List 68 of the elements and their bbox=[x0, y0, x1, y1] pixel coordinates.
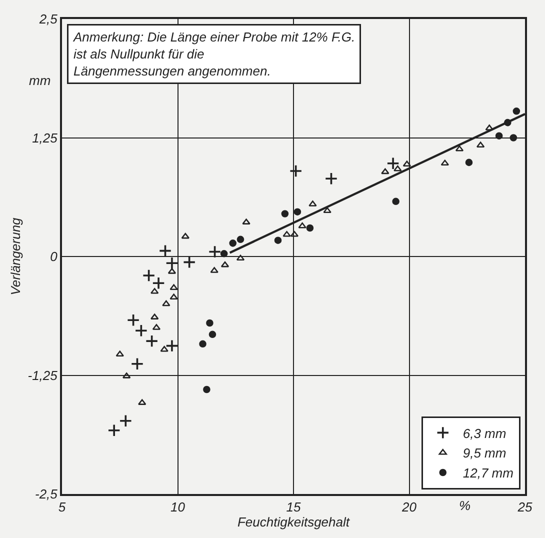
point bbox=[158, 244, 172, 258]
point bbox=[210, 267, 218, 273]
point bbox=[236, 254, 245, 261]
y-tick-label: -2,5 bbox=[34, 486, 58, 502]
point bbox=[510, 134, 518, 142]
point bbox=[108, 424, 121, 437]
annotation: Anmerkung: Die Länge einer Probe mit 12% F.G. ist als Nullpunkt für die Längenmessungen angenommen. bbox=[72, 30, 356, 78]
point bbox=[274, 236, 282, 244]
point bbox=[181, 232, 190, 239]
x-tick-label: 5 bbox=[58, 500, 66, 515]
point bbox=[152, 276, 166, 290]
y-tick-label: 2,5 bbox=[38, 12, 58, 27]
point bbox=[208, 330, 216, 338]
point bbox=[160, 346, 168, 352]
point bbox=[208, 245, 222, 258]
x-axis-title: Feuchtigkeitsgehalt bbox=[237, 514, 351, 530]
y-axis-title: Verlängerung bbox=[8, 216, 24, 296]
x-tick-label: 20 bbox=[401, 500, 418, 515]
text: % bbox=[459, 498, 471, 513]
y-tick-label: 0 bbox=[50, 249, 58, 264]
point bbox=[394, 165, 402, 172]
point bbox=[512, 108, 520, 115]
legend-label: 6,3 mm bbox=[462, 426, 506, 441]
point bbox=[308, 200, 317, 206]
point bbox=[170, 294, 178, 300]
point bbox=[282, 231, 291, 237]
point bbox=[220, 261, 230, 268]
point bbox=[298, 222, 306, 228]
x-tick-label: 25 bbox=[516, 500, 533, 515]
point bbox=[203, 386, 210, 394]
point bbox=[465, 158, 473, 166]
point bbox=[485, 124, 494, 130]
point bbox=[294, 208, 302, 216]
y-tick-label: -1,25 bbox=[28, 368, 58, 383]
point bbox=[134, 324, 148, 338]
point bbox=[381, 168, 390, 174]
legend-label: 9,5 mm bbox=[462, 446, 506, 461]
point bbox=[324, 172, 338, 186]
point bbox=[126, 314, 140, 327]
y-tick-label: 1,25 bbox=[32, 130, 58, 146]
point bbox=[392, 198, 400, 206]
point bbox=[306, 224, 314, 232]
point bbox=[495, 132, 503, 140]
point bbox=[236, 236, 244, 244]
point bbox=[130, 357, 144, 370]
text: mm bbox=[29, 73, 51, 88]
point bbox=[220, 250, 228, 258]
point bbox=[242, 218, 250, 224]
point bbox=[440, 160, 450, 166]
point bbox=[281, 210, 289, 218]
point bbox=[182, 256, 196, 269]
point bbox=[170, 284, 178, 290]
point bbox=[162, 300, 170, 306]
point bbox=[229, 240, 236, 247]
point bbox=[165, 256, 178, 270]
legend-label: 12,7 mm bbox=[462, 466, 514, 481]
x-tick-label: 10 bbox=[170, 500, 186, 515]
point bbox=[323, 207, 332, 214]
point bbox=[116, 350, 124, 356]
point bbox=[386, 156, 400, 170]
point bbox=[206, 319, 214, 327]
point bbox=[119, 414, 132, 428]
point bbox=[165, 339, 178, 352]
point bbox=[145, 334, 158, 348]
x-tick-label: 15 bbox=[286, 500, 302, 515]
point bbox=[289, 164, 302, 178]
point bbox=[199, 340, 206, 348]
point bbox=[142, 269, 156, 282]
